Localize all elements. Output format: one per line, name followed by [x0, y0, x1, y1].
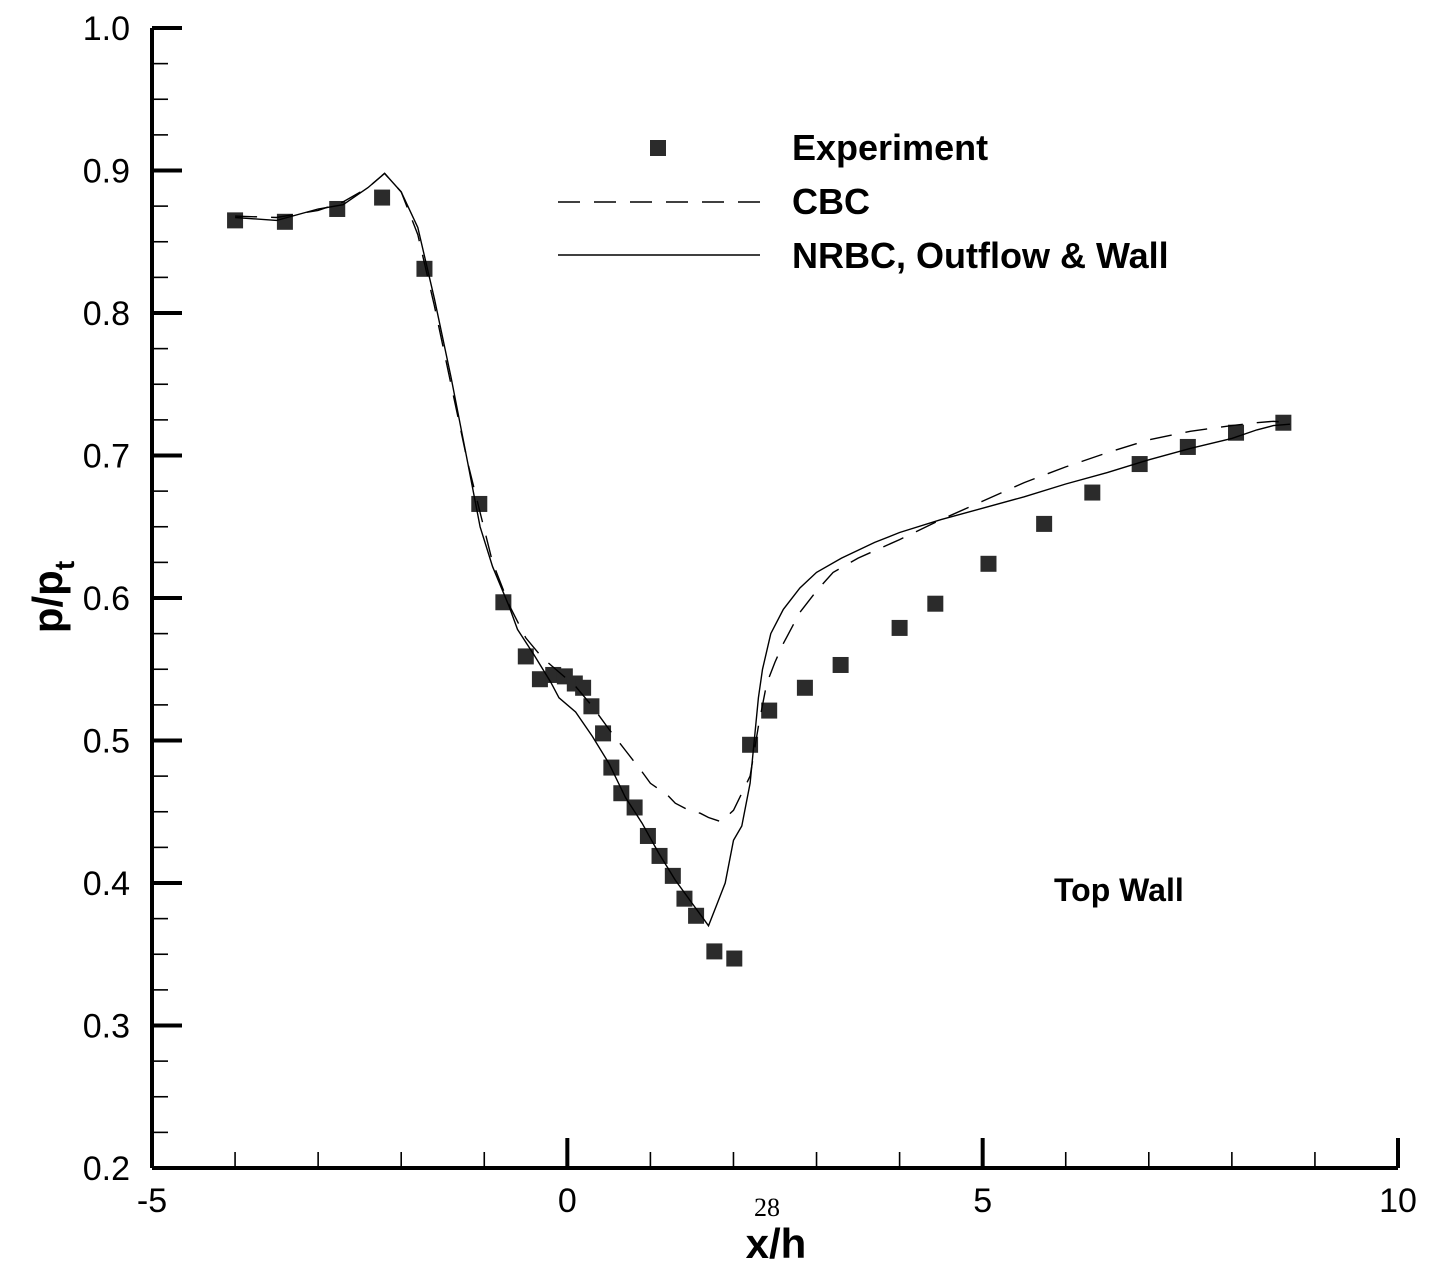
experiment-marker	[1036, 515, 1053, 532]
y-tick-label: 0.2	[83, 1150, 130, 1188]
y-tick-label: 1.0	[83, 10, 130, 48]
experiment-marker	[706, 943, 723, 960]
experiment-marker	[495, 594, 512, 611]
experiment-marker	[796, 679, 813, 696]
experiment-marker	[329, 200, 346, 217]
experiment-marker	[227, 212, 244, 229]
y-axis-title: p/pt	[24, 561, 80, 633]
y-tick-label: 0.3	[83, 1008, 130, 1046]
experiment-marker	[626, 799, 643, 816]
experiment-marker	[891, 619, 908, 636]
experiment-marker	[517, 648, 534, 665]
y-tick-label: 0.7	[83, 438, 130, 476]
x-tick-label: -5	[137, 1182, 167, 1220]
minor-ticks	[151, 27, 1399, 1169]
experiment-marker	[1179, 438, 1196, 455]
experiment-marker	[832, 656, 849, 673]
x-tick-label: 5	[973, 1182, 992, 1220]
y-axis-title-main: p/p	[24, 570, 71, 633]
x-tick-label: 0	[558, 1182, 577, 1220]
y-tick-label: 0.5	[83, 723, 130, 761]
annotation-top-wall: Top Wall	[1054, 872, 1184, 908]
experiment-marker	[726, 950, 743, 967]
experiment-marker	[374, 189, 391, 206]
series-experiment	[227, 189, 1292, 967]
experiment-marker	[531, 671, 548, 688]
experiment-marker	[980, 555, 997, 572]
experiment-marker	[1228, 424, 1245, 441]
legend-label-cbc: CBC	[792, 181, 870, 222]
experiment-marker	[676, 890, 693, 907]
axes	[150, 28, 1398, 1170]
experiment-marker	[1131, 456, 1148, 473]
x-tick-labels: -5 0 5 10	[137, 1182, 1417, 1220]
y-tick-labels: 0.2 0.3 0.4 0.5 0.6 0.7 0.8 0.9 1.0	[83, 10, 130, 1188]
series-layer	[227, 172, 1292, 967]
x-tick-label: 10	[1379, 1182, 1417, 1220]
experiment-marker	[639, 827, 656, 844]
legend: Experiment CBC NRBC, Outflow & Wall	[558, 127, 1169, 276]
experiment-marker	[276, 213, 293, 230]
y-tick-label: 0.6	[83, 580, 130, 618]
legend-marker-experiment	[650, 140, 666, 156]
legend-label-experiment: Experiment	[792, 127, 988, 168]
legend-label-nrbc: NRBC, Outflow & Wall	[792, 235, 1169, 276]
page-number: 28	[754, 1193, 780, 1222]
experiment-marker	[1084, 484, 1101, 501]
experiment-marker	[575, 679, 592, 696]
experiment-marker	[1275, 414, 1292, 431]
y-axis-title-subscript: t	[49, 561, 80, 570]
y-tick-label: 0.9	[83, 153, 130, 191]
experiment-marker	[688, 907, 705, 924]
y-tick-label: 0.8	[83, 295, 130, 333]
experiment-marker	[761, 702, 778, 719]
experiment-marker	[651, 847, 668, 864]
y-tick-label: 0.4	[83, 865, 130, 903]
experiment-marker	[927, 595, 944, 612]
experiment-marker	[583, 698, 600, 715]
series-line-cbc	[235, 172, 1291, 823]
experiment-marker	[595, 725, 612, 742]
series-line-nrbc	[235, 172, 1291, 928]
x-axis-title: x/h	[746, 1220, 807, 1261]
major-ticks	[150, 26, 1400, 1170]
